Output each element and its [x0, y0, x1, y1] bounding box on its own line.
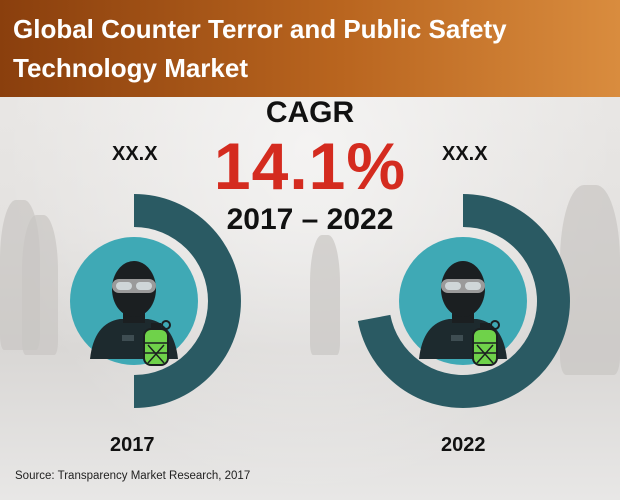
donut-2017: [70, 194, 241, 408]
cagr-period: 2017 – 2022: [226, 203, 394, 236]
soldier-pocket: [451, 335, 463, 341]
cagr-label: CAGR: [265, 96, 355, 129]
value-label-2022: XX.X: [442, 143, 488, 165]
grenade-cross: [476, 344, 494, 364]
soldier-goggle-left: [116, 282, 132, 290]
soldier-goggle-left: [445, 282, 461, 290]
grenade-ring: [161, 320, 171, 330]
page-title-line-2: Technology Market: [13, 53, 249, 83]
title-banner: Global Counter Terror and Public Safety …: [0, 0, 620, 97]
donut-segment-2022: [357, 194, 570, 408]
grenade-icon: [143, 320, 171, 366]
soldier-goggle-right: [465, 282, 481, 290]
grenade-body: [143, 328, 169, 366]
background-soldier-silhouette: [560, 185, 620, 375]
grenade-ring: [490, 320, 500, 330]
year-label-2022: 2022: [441, 434, 486, 456]
background-soldier-silhouette: [310, 235, 340, 355]
source-note: Source: Transparency Market Research, 20…: [15, 470, 251, 482]
donut-segment-2017: [134, 194, 241, 408]
cagr-value: 14.1%: [213, 129, 407, 203]
grenade-body: [472, 328, 498, 366]
grenade-cap: [151, 323, 161, 329]
grenade-cross: [147, 344, 165, 364]
soldier-goggle-right: [136, 282, 152, 290]
value-label-2017: XX.X: [112, 143, 158, 165]
year-label-2017: 2017: [110, 434, 155, 456]
donut-2022: [357, 194, 570, 408]
soldier-pocket: [122, 335, 134, 341]
grenade-icon: [472, 320, 500, 366]
page-title-line-1: Global Counter Terror and Public Safety: [13, 14, 507, 44]
grenade-cap: [480, 323, 490, 329]
background-soldier-silhouette: [22, 215, 58, 355]
